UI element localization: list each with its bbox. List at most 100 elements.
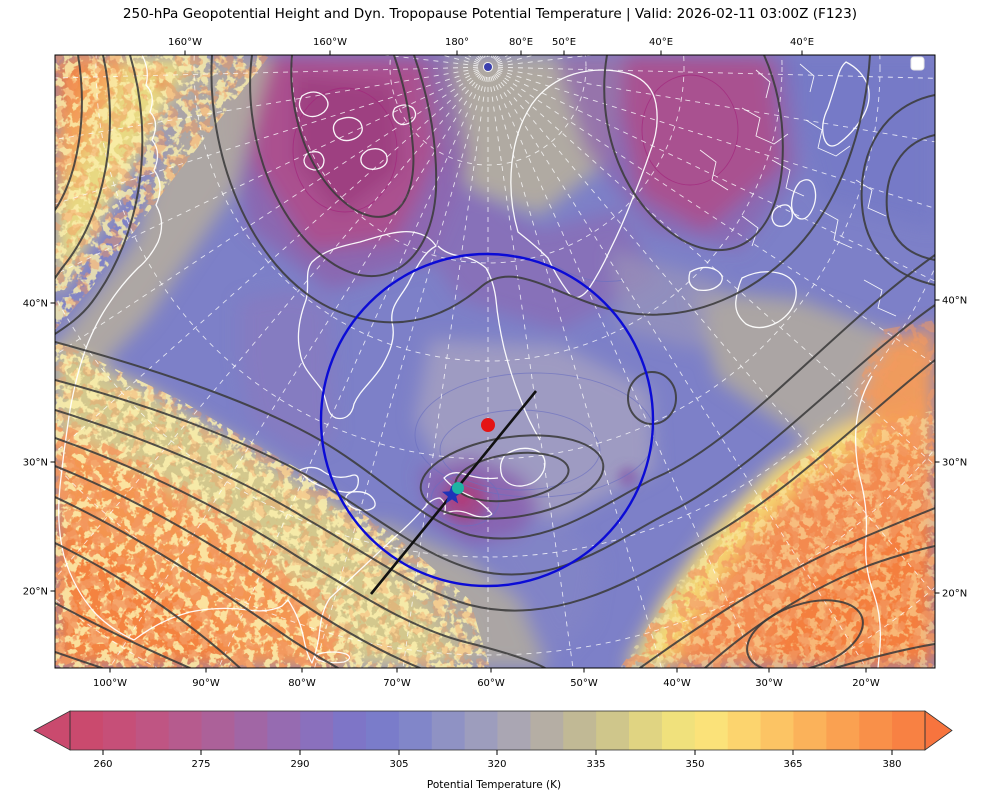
bottom-tick-label: 90°W — [192, 678, 220, 689]
height-contours — [55, 55, 935, 668]
europe-borders — [699, 63, 897, 317]
red-dot-marker — [481, 418, 495, 432]
colorbar-tick-label: 320 — [487, 759, 506, 770]
theta-contourlets — [292, 74, 739, 527]
top-tick-label: 40°E — [649, 37, 673, 48]
colorbar-segment — [694, 711, 729, 750]
range-ring — [319, 252, 655, 588]
graticule-meridian — [55, 66, 489, 454]
left-tick-label: 20°N — [23, 587, 48, 598]
colorbar-under-arrow — [33, 710, 71, 751]
colorbar-segment — [135, 711, 170, 750]
graticule-meridian — [487, 66, 935, 282]
coast-greenland — [510, 69, 658, 299]
colorbar-segment — [826, 711, 860, 750]
colorbar-segment — [431, 711, 466, 750]
colorbar-tick-label: 335 — [586, 759, 605, 770]
colorbar-tick-label: 260 — [93, 759, 112, 770]
graticule-meridian — [55, 66, 489, 356]
coast-gulf-east — [133, 497, 493, 664]
graticule-meridian — [487, 66, 935, 143]
corner-badge — [910, 56, 925, 71]
cyan-dot-marker — [452, 482, 464, 494]
bottom-tick-label: 50°W — [570, 678, 598, 689]
graticule-meridian — [487, 66, 574, 668]
top-tick-label: 160°W — [168, 37, 202, 48]
graticule-meridian — [314, 66, 489, 668]
colorbar-title: Potential Temperature (K) — [427, 779, 561, 791]
colorbar-segment — [497, 711, 531, 750]
colorbar-segment — [201, 711, 236, 750]
graticule-latitude-circle — [389, 55, 587, 166]
graticule-meridian — [55, 66, 489, 580]
pole-dot — [484, 63, 492, 71]
graticule-latitude-circle — [55, 448, 935, 656]
graticule-meridian — [487, 66, 935, 596]
coast-north-america-west — [58, 55, 163, 641]
top-tick-label: 80°E — [509, 37, 533, 48]
graticule-latitude-circle — [95, 55, 881, 460]
coast-scandinavia — [822, 61, 870, 147]
graticule-meridian — [487, 66, 758, 668]
right-tick-label: 20°N — [942, 589, 967, 600]
colorbar-tick-label: 275 — [191, 759, 210, 770]
graticule-meridian — [55, 66, 489, 79]
top-tick-label: 50°E — [552, 37, 576, 48]
map-frame — [54, 54, 936, 669]
colorbar-tick-label: 350 — [685, 759, 704, 770]
bottom-tick-label: 30°W — [755, 678, 783, 689]
colorbar-tick-label: 380 — [882, 759, 901, 770]
left-tick-label: 30°N — [23, 458, 48, 469]
coast-uk — [790, 179, 817, 220]
coast-africa — [854, 375, 882, 668]
colorbar-segment — [892, 711, 926, 750]
colorbar-segment — [267, 711, 301, 750]
bottom-tick-label: 70°W — [383, 678, 411, 689]
graticule-latitude-circle — [291, 55, 685, 264]
bottom-tick-label: 60°W — [477, 678, 505, 689]
bottom-tick-label: 40°W — [663, 678, 691, 689]
colorbar-segment — [300, 711, 334, 750]
colorbar-segment — [760, 711, 795, 750]
graticule-meridian — [55, 66, 489, 275]
top-tick-label: 160°W — [313, 37, 347, 48]
colorbar-segment — [168, 711, 203, 750]
bottom-tick-label: 20°W — [852, 678, 880, 689]
right-tick-label: 40°N — [942, 296, 967, 307]
graticule-meridian — [108, 66, 489, 668]
top-tick-label: 40°E — [790, 37, 814, 48]
colorbar-segment — [629, 711, 663, 750]
colorbar-segment — [859, 711, 893, 750]
coast-ireland — [771, 204, 793, 227]
colorbar-segment — [234, 711, 268, 750]
graticule-meridian — [487, 66, 935, 366]
star-marker — [442, 484, 462, 504]
colorbar-segment — [398, 711, 433, 750]
colorbar-segment — [464, 711, 499, 750]
colorbar-segment — [365, 711, 400, 750]
colorbar-segment — [530, 711, 564, 750]
coast-iberia — [735, 271, 797, 329]
colorbar-segment — [596, 711, 630, 750]
axis-ticks: 160°W 160°W 180° 80°E 50°E 40°E 40°E 100°W 90°W 8… — [23, 37, 967, 689]
colorbar-segment — [333, 711, 367, 750]
colorbar-tick-label: 365 — [783, 759, 802, 770]
colorbar-over-arrow — [924, 710, 953, 751]
colorbar-segment — [727, 711, 762, 750]
coast-cuba — [314, 651, 351, 664]
coast-newfoundland — [499, 447, 546, 487]
colorbar-tick-label: 290 — [290, 759, 309, 770]
graticule-meridian — [487, 66, 935, 466]
graticule-meridian — [487, 66, 935, 79]
colorbar-segment — [563, 711, 597, 750]
colorbar-segment — [793, 711, 827, 750]
map-overlays — [319, 56, 925, 595]
coast-great-lakes — [299, 466, 359, 493]
colorbar-segment — [70, 711, 104, 750]
graticule-meridian — [402, 66, 489, 668]
bottom-tick-label: 100°W — [93, 678, 127, 689]
coast-iceland — [688, 266, 723, 292]
right-tick-label: 30°N — [942, 458, 967, 469]
